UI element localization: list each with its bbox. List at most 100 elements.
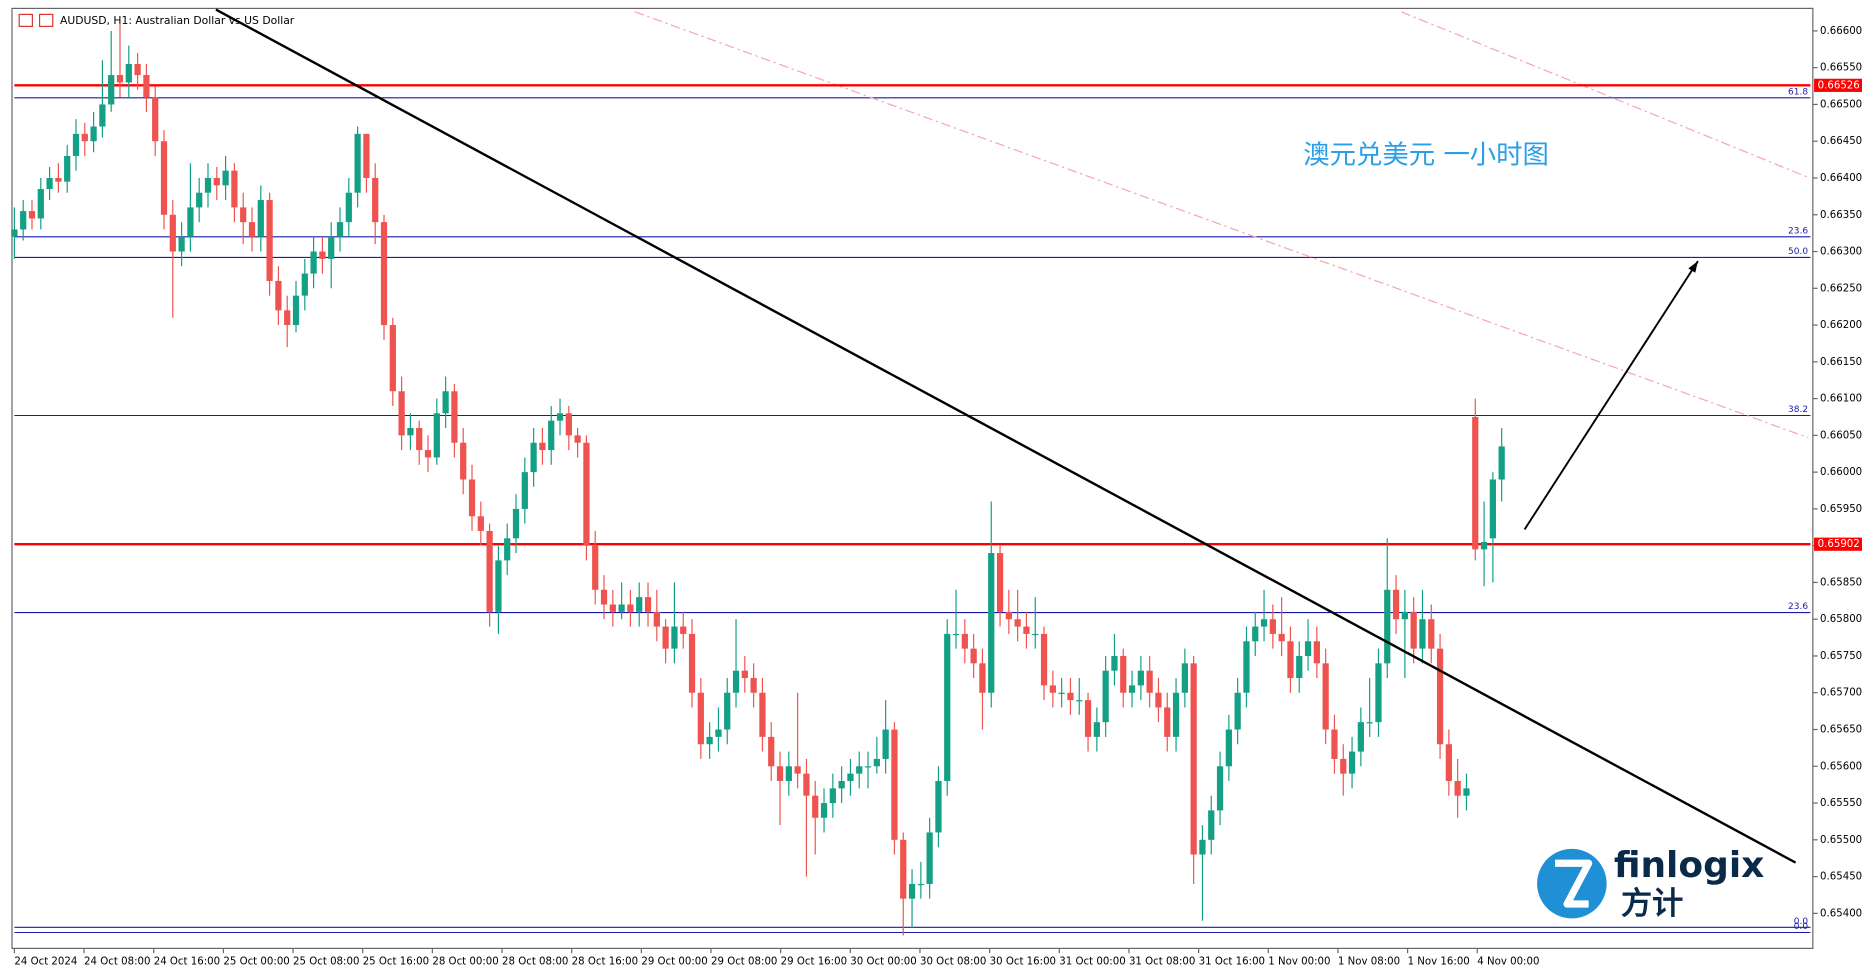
candle-body <box>433 413 440 458</box>
candle-body <box>697 692 704 745</box>
candle-body <box>275 280 282 311</box>
candle-body <box>1463 788 1470 796</box>
candle-body <box>301 273 308 296</box>
candle-body <box>257 200 264 237</box>
candle-body <box>1489 479 1496 539</box>
candle-body <box>451 391 458 443</box>
candle-body <box>1005 611 1012 620</box>
y-tick-label: 0.65850 <box>1820 577 1862 588</box>
candle-body <box>829 788 836 804</box>
y-tick-label: 0.65750 <box>1820 651 1862 662</box>
candle-body <box>354 133 361 193</box>
x-tick-label: 31 Oct 00:00 <box>1059 957 1125 968</box>
candle-body <box>1120 655 1127 693</box>
candle-body <box>671 626 678 649</box>
chart-title: AUDUSD, H1: Australian Dollar vs US Doll… <box>60 14 295 27</box>
candle-body <box>442 391 449 414</box>
x-tick-label: 30 Oct 00:00 <box>850 957 916 968</box>
candle-body <box>917 883 924 886</box>
candle-body <box>715 729 722 737</box>
candle-body <box>952 633 960 636</box>
candle-body <box>1102 670 1109 723</box>
arrow-head <box>1688 261 1698 273</box>
candle-body <box>504 538 511 561</box>
dashed-line <box>634 11 1809 439</box>
candle-body <box>583 442 590 546</box>
candle-body <box>724 692 731 730</box>
candle-body <box>477 516 484 531</box>
candle-body <box>935 780 942 833</box>
candle-body <box>1164 707 1171 737</box>
candle-body <box>741 670 748 679</box>
fib-label: 0.0 <box>1794 922 1809 932</box>
candle-body <box>363 133 370 178</box>
candle-body <box>812 795 819 818</box>
candle-body <box>1366 722 1373 724</box>
candle-body <box>46 177 53 190</box>
candle-body <box>187 207 194 237</box>
x-tick-label: 1 Nov 00:00 <box>1268 957 1330 968</box>
candle-body <box>468 479 476 517</box>
x-tick-label: 29 Oct 16:00 <box>781 957 847 968</box>
candle-body <box>891 729 898 840</box>
candle-body <box>847 773 854 781</box>
fib-label: 50.0 <box>1788 247 1808 257</box>
candle-body <box>1348 751 1356 774</box>
candle-body <box>108 75 115 105</box>
candle-body <box>1340 758 1347 774</box>
candle-body <box>1472 416 1479 550</box>
candle-body <box>1199 839 1206 855</box>
candle-body <box>1058 692 1065 694</box>
candle-body <box>407 428 414 436</box>
y-tick-label: 0.66500 <box>1820 99 1862 110</box>
candle-body <box>961 633 968 649</box>
candle-body <box>1384 589 1391 664</box>
candle-body <box>1208 810 1215 840</box>
candle-body <box>926 832 933 884</box>
candle-body <box>81 133 88 142</box>
x-tick-label: 25 Oct 08:00 <box>293 957 359 968</box>
candle-body <box>1252 626 1259 642</box>
candle-body <box>266 200 273 281</box>
candle-body <box>72 133 80 156</box>
x-tick-label: 25 Oct 00:00 <box>223 957 289 968</box>
candle-body <box>1084 700 1092 737</box>
candle-body <box>1181 663 1188 693</box>
price-label: 0.66526 <box>1818 80 1860 91</box>
fib-label: 23.6 <box>1788 226 1808 236</box>
candle-body <box>125 64 132 83</box>
logo-circle <box>1537 848 1607 919</box>
x-tick-label: 1 Nov 08:00 <box>1338 957 1400 968</box>
candle-body <box>372 177 379 223</box>
candle-body <box>160 141 168 215</box>
candle-body <box>600 589 608 605</box>
x-tick-label: 29 Oct 00:00 <box>641 957 707 968</box>
y-tick-label: 0.66300 <box>1820 247 1862 258</box>
y-tick-label: 0.66000 <box>1820 467 1862 478</box>
y-tick-label: 0.66400 <box>1820 173 1862 184</box>
candle-body <box>1287 641 1294 679</box>
plot-frame <box>11 7 1814 949</box>
y-tick-label: 0.65550 <box>1820 798 1862 809</box>
candle-body <box>1428 619 1435 649</box>
x-tick-label: 25 Oct 16:00 <box>363 957 429 968</box>
candle-body <box>662 626 669 649</box>
candle-body <box>521 472 528 509</box>
candle-body <box>1014 619 1021 627</box>
y-tick-label: 0.66250 <box>1820 283 1862 294</box>
y-tick-label: 0.66350 <box>1820 210 1862 221</box>
candle-body <box>1128 685 1136 693</box>
candle-body <box>380 222 388 326</box>
x-tick-label: 28 Oct 00:00 <box>432 957 498 968</box>
price-label-box <box>1814 537 1863 551</box>
fib-label: 38.2 <box>1788 405 1808 415</box>
candle-body <box>143 75 150 98</box>
candle-body <box>1278 633 1285 642</box>
candle-body <box>284 310 291 326</box>
candle-body <box>1032 633 1039 636</box>
annotation: 澳元兑美元 一小时图 <box>1303 140 1549 170</box>
candle-body <box>785 766 792 781</box>
candle-body <box>636 597 643 612</box>
y-tick-label: 0.66100 <box>1820 394 1862 405</box>
